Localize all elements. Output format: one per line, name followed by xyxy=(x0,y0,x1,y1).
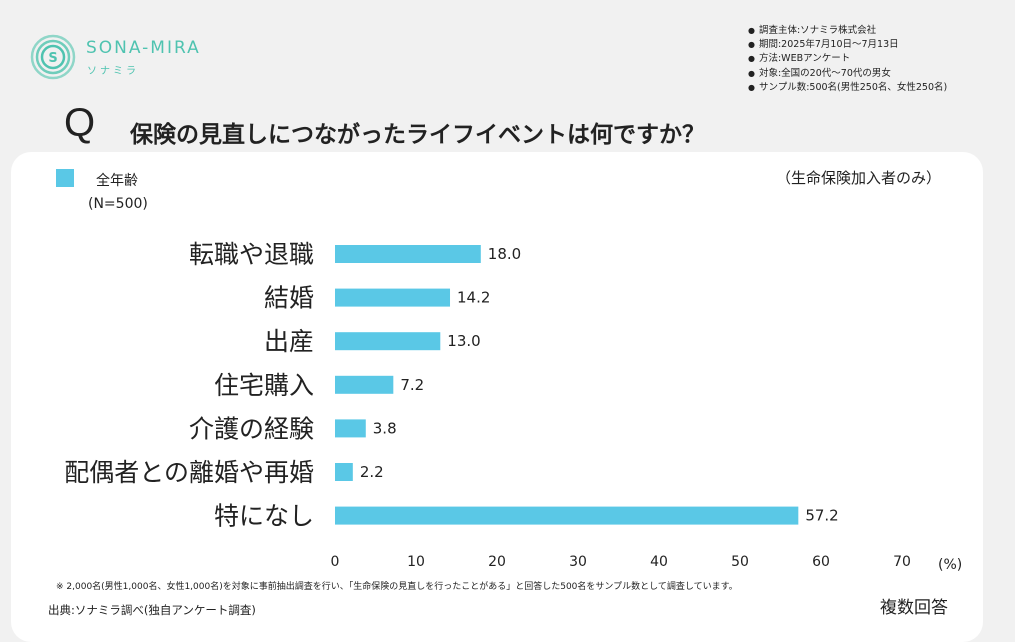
source-note: 出典:ソナミラ調べ(独自アンケート調査) xyxy=(48,603,256,617)
survey-info-item: 期間:2025年7月10日〜7月13日 xyxy=(748,38,947,52)
x-tick-label: 40 xyxy=(650,554,668,570)
legend-label: 全年齢 xyxy=(96,173,138,189)
survey-info-item: 調査主体:ソナミラ株式会社 xyxy=(748,24,947,38)
chart-card xyxy=(11,152,983,642)
brand-sub: ソナミラ xyxy=(87,66,139,77)
multiple-answer-note: 複数回答 xyxy=(880,598,948,618)
value-label: 18.0 xyxy=(488,245,521,263)
category-label: 結婚 xyxy=(264,284,314,313)
footnote: ※ 2,000名(男性1,000名、女性1,000名)を対象に事前抽出調査を行い… xyxy=(56,582,738,592)
category-label: 特になし xyxy=(214,502,314,531)
svg-text:S: S xyxy=(48,51,57,66)
bar xyxy=(335,506,799,525)
category-label: 出産 xyxy=(264,327,314,356)
value-label: 13.0 xyxy=(447,332,480,350)
category-label: 住宅購入 xyxy=(214,371,314,400)
bar xyxy=(335,288,451,307)
category-label: 配偶者との離婚や再婚 xyxy=(64,458,314,487)
legend-swatch xyxy=(56,169,74,187)
survey-info-item: 方法:WEBアンケート xyxy=(748,52,947,66)
value-label: 3.8 xyxy=(373,419,397,437)
x-tick-label: 50 xyxy=(731,554,749,570)
survey-info-item: サンプル数:500名(男性250名、女性250名) xyxy=(748,81,947,95)
logo-mark-icon: S xyxy=(30,34,76,80)
question-text: 保険の見直しにつながったライフイベントは何ですか？ xyxy=(130,122,705,148)
bar xyxy=(335,245,481,263)
value-label: 14.2 xyxy=(457,289,490,307)
survey-info-item: 対象:全国の20代〜70代の男女 xyxy=(748,67,947,81)
question-mark: Q xyxy=(64,101,96,145)
category-label: 介護の経験 xyxy=(189,414,314,443)
x-tick-label: 60 xyxy=(812,554,830,570)
x-tick-label: 0 xyxy=(331,554,340,570)
legend-sample-size: (N=500) xyxy=(88,196,148,212)
bar xyxy=(335,463,353,481)
bar xyxy=(335,332,441,351)
value-label: 57.2 xyxy=(805,507,838,525)
brand-logo: S SONA-MIRA ソナミラ xyxy=(30,30,230,85)
bar-chart: 転職や退職 18.0 結婚 14.2 出産 13.0 住宅購入 7.2 介護の経験 3.8 配偶者と… xyxy=(64,240,911,570)
x-tick-label: 30 xyxy=(569,554,587,570)
bar xyxy=(335,419,366,438)
brand-name: SONA-MIRA xyxy=(86,38,201,58)
x-tick-label: 10 xyxy=(407,554,425,570)
scope-note: （生命保険加入者のみ） xyxy=(776,169,942,187)
category-label: 転職や退職 xyxy=(189,240,314,269)
value-label: 7.2 xyxy=(400,376,424,394)
axis-unit-label: (%) xyxy=(938,557,963,573)
bar xyxy=(335,375,394,394)
value-label: 2.2 xyxy=(360,463,384,481)
x-tick-label: 70 xyxy=(893,554,911,570)
x-tick-label: 20 xyxy=(488,554,506,570)
survey-info-list: 調査主体:ソナミラ株式会社 期間:2025年7月10日〜7月13日 方法:WEB… xyxy=(748,24,947,95)
